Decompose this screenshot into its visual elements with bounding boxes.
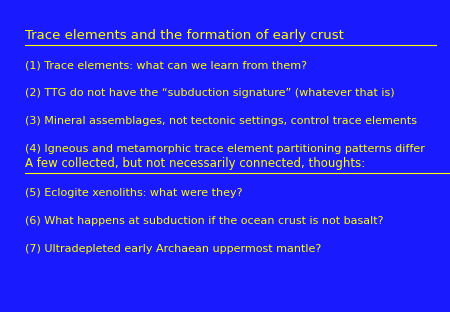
Text: (7) Ultradepleted early Archaean uppermost mantle?: (7) Ultradepleted early Archaean uppermo… bbox=[25, 244, 321, 254]
Text: (4) Igneous and metamorphic trace element partitioning patterns differ: (4) Igneous and metamorphic trace elemen… bbox=[25, 144, 425, 154]
Text: (3) Mineral assemblages, not tectonic settings, control trace elements: (3) Mineral assemblages, not tectonic se… bbox=[25, 116, 417, 126]
Text: A few collected, but not necessarily connected, thoughts:: A few collected, but not necessarily con… bbox=[25, 157, 365, 170]
Text: (1) Trace elements: what can we learn from them?: (1) Trace elements: what can we learn fr… bbox=[25, 60, 307, 70]
Text: (5) Eclogite xenoliths: what were they?: (5) Eclogite xenoliths: what were they? bbox=[25, 188, 242, 198]
Text: (2) TTG do not have the “subduction signature” (whatever that is): (2) TTG do not have the “subduction sign… bbox=[25, 88, 394, 98]
Text: (6) What happens at subduction if the ocean crust is not basalt?: (6) What happens at subduction if the oc… bbox=[25, 216, 383, 226]
Text: Trace elements and the formation of early crust: Trace elements and the formation of earl… bbox=[25, 29, 344, 42]
